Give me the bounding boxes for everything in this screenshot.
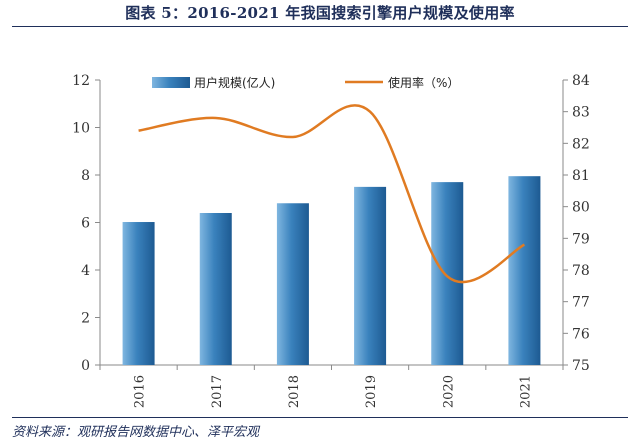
bar [276,203,309,365]
title-divider [12,26,628,27]
right-tick-label: 78 [572,263,590,279]
left-tick-label: 2 [81,311,90,327]
left-tick-label: 10 [72,121,90,137]
legend-bar-label: 用户规模(亿人) [194,75,275,90]
right-tick-label: 82 [572,136,590,152]
right-tick-label: 84 [572,73,590,89]
left-tick-label: 8 [81,168,90,184]
right-tick-label: 83 [572,105,590,121]
right-tick-label: 80 [572,200,590,216]
left-tick-label: 6 [81,216,90,232]
footer-divider [12,417,628,418]
bar [508,176,541,365]
chart-title: 图表 5：2016-2021 年我国搜索引擎用户规模及使用率 [125,4,515,22]
right-tick-label: 79 [572,231,590,247]
bar [431,182,464,365]
bar [122,222,155,365]
legend-bar-swatch [152,77,190,88]
legend: 用户规模(亿人) 使用率（%） [152,75,459,90]
x-tick-label: 2019 [364,375,379,408]
right-tick-label: 77 [572,295,590,311]
bar [354,186,387,365]
x-tick-label: 2021 [518,375,533,408]
left-tick-label: 0 [81,358,90,374]
axes [95,79,568,370]
usage-rate-line [138,104,526,284]
right-tick-label: 76 [572,326,590,342]
right-tick-label: 75 [572,358,590,374]
x-tick-label: 2016 [133,375,148,408]
line-series [138,104,526,284]
bar-series [122,176,541,365]
left-tick-label: 12 [72,73,90,89]
bar [199,213,232,365]
x-tick-label: 2020 [441,375,456,408]
left-tick-label: 4 [81,263,90,279]
x-tick-label: 2017 [210,375,225,408]
legend-line-label: 使用率（%） [388,75,459,90]
right-tick-label: 81 [572,168,590,184]
x-tick-label: 2018 [287,375,302,408]
tick-labels: 0 2 4 6 8 10 12 75 76 77 78 79 80 81 82 83 84 2016 2017 201… [72,73,590,408]
source-note: 资料来源：观研报告网数据中心、泽平宏观 [12,425,260,440]
